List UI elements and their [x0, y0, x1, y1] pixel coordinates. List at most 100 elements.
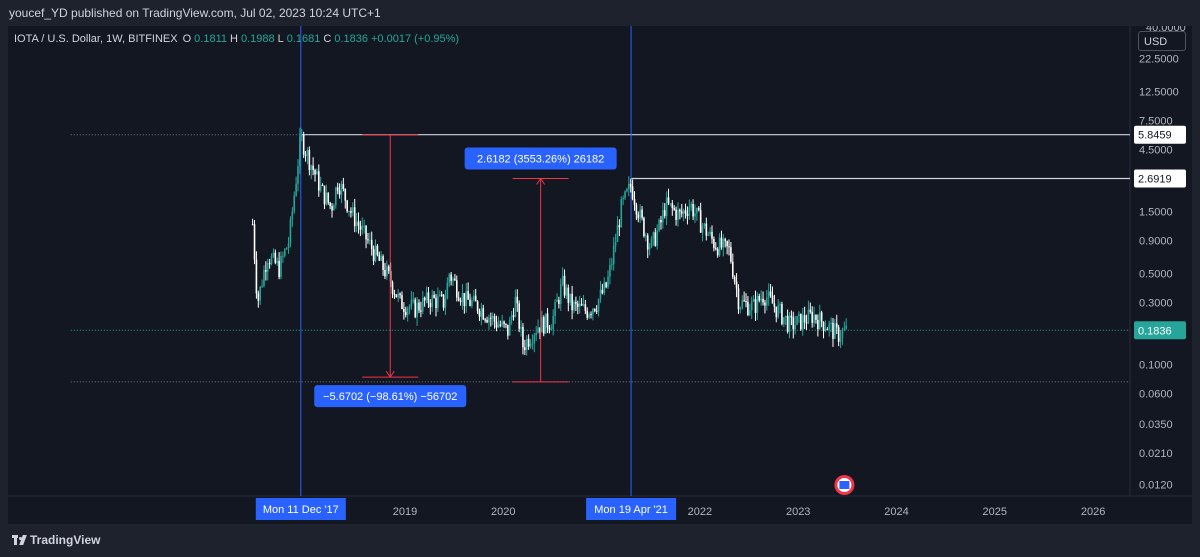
candle-body: [599, 289, 602, 300]
publisher-bar: youcef_YD published on TradingView.com, …: [0, 0, 1200, 26]
candle-body: [359, 225, 362, 230]
candle-body: [760, 298, 762, 301]
candle-body: [525, 338, 528, 350]
candle-body: [650, 238, 653, 247]
candle-body: [595, 310, 598, 312]
candle-body: [817, 320, 819, 330]
candle-body: [718, 237, 721, 256]
y-tick-label: 7.5000: [1139, 116, 1173, 128]
candle-body: [369, 239, 371, 241]
candle-body: [531, 343, 534, 345]
candle-body: [338, 190, 341, 195]
candle-body: [750, 301, 753, 311]
candle-body: [323, 185, 326, 205]
candle-body: [497, 324, 500, 328]
candle-body: [261, 285, 263, 287]
candle-body: [607, 276, 609, 288]
candle-body: [539, 327, 541, 333]
candle-body: [331, 206, 333, 211]
y-tick-label: 40.0000: [1146, 26, 1186, 34]
candle-body: [839, 338, 842, 342]
candle-body: [616, 225, 619, 242]
candle-body: [716, 249, 719, 256]
candle-body: [514, 296, 517, 317]
candle-body: [474, 295, 477, 302]
candle-body: [312, 165, 314, 170]
candle-body: [257, 293, 260, 301]
candle-body: [586, 310, 589, 318]
candle-body: [478, 311, 481, 317]
candle-body: [306, 149, 309, 156]
candle-body: [575, 302, 577, 304]
candle-body: [401, 295, 403, 310]
candle-body: [476, 301, 479, 312]
candle-body: [442, 294, 445, 308]
price-label-box: [1134, 321, 1186, 340]
tradingview-brand[interactable]: TradingView: [12, 533, 100, 547]
candle-body: [660, 219, 662, 223]
candle-body: [783, 317, 785, 325]
candle-body: [771, 295, 774, 304]
candle-body: [834, 323, 836, 339]
candle-body: [490, 317, 492, 319]
price-label-box: [1134, 169, 1186, 188]
candle-body: [588, 314, 590, 318]
candle-body: [293, 195, 296, 212]
candle-body: [412, 299, 415, 301]
price-label-box: [1134, 125, 1186, 144]
candle-body: [452, 278, 454, 281]
candle-body: [374, 245, 377, 262]
candle-body: [440, 294, 443, 296]
candle-body: [319, 184, 322, 191]
candle-body: [580, 303, 583, 306]
candle-body: [684, 210, 687, 214]
candle-body: [628, 183, 630, 190]
chart-area[interactable]: 22.5000 12.5000 7.5000 4.5000 1.5000 0.9000 0.…: [8, 26, 1192, 524]
time-label-box: [586, 498, 677, 520]
candle-body: [344, 189, 347, 201]
candle-body: [291, 211, 294, 220]
candle-body: [367, 239, 369, 241]
candle-body: [457, 297, 460, 301]
measure-arrow-icon: [536, 177, 546, 185]
candle-body: [289, 219, 292, 244]
candle-body: [665, 197, 668, 217]
candle-body: [645, 235, 647, 237]
candle-body: [473, 295, 475, 301]
currency-button[interactable]: USD: [1138, 31, 1186, 51]
candle-body: [282, 255, 284, 257]
candle-body: [391, 282, 394, 294]
candle-body: [300, 134, 303, 137]
candle-body: [459, 300, 462, 302]
legend-high-label: H: [230, 33, 238, 45]
candle-body: [737, 288, 740, 310]
candle-body: [310, 165, 313, 171]
time-label-box: [255, 498, 346, 520]
candle-body: [370, 239, 373, 250]
candle-body: [408, 306, 411, 309]
candle-body: [567, 287, 570, 303]
candle-body: [516, 296, 519, 304]
us-flag-icon: [839, 481, 850, 489]
candle-body: [794, 324, 796, 330]
candle-body: [578, 303, 581, 307]
candle-body: [548, 327, 551, 330]
candle-body: [688, 207, 691, 216]
candle-body: [773, 303, 776, 307]
candle-body: [276, 260, 279, 263]
candle-body: [752, 299, 755, 302]
candle-body: [597, 299, 600, 312]
candle-body: [336, 187, 339, 191]
candle-body: [495, 321, 498, 328]
candle-body: [601, 289, 604, 294]
price-chart[interactable]: 22.5000 12.5000 7.5000 4.5000 1.5000 0.9000 0.…: [8, 26, 1192, 524]
candle-body: [788, 315, 791, 332]
candle-body: [830, 322, 832, 324]
candle-body: [669, 203, 672, 205]
candle-body: [423, 297, 426, 301]
candle-body: [350, 210, 352, 213]
candle-body: [327, 192, 330, 203]
candle-body: [722, 238, 725, 248]
time-label: Mon 11 Dec '17: [263, 504, 339, 516]
candle-body: [287, 243, 290, 249]
